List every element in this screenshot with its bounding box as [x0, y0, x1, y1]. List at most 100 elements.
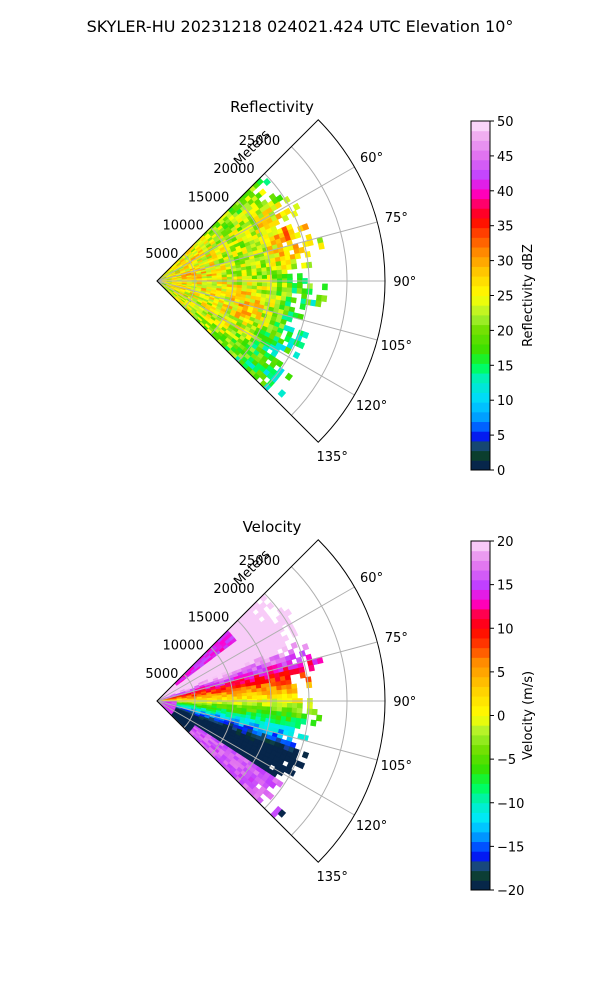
colorbar-segment [471, 295, 490, 306]
gate-cell [315, 714, 323, 722]
colorbar-segment [471, 657, 490, 668]
colorbar-segment [471, 647, 490, 658]
polar-frame [156, 119, 386, 443]
gate-cell [266, 792, 275, 801]
colorbar-segment [471, 285, 490, 296]
gate-cell [266, 601, 275, 610]
colorbar-tick-label: 20 [497, 535, 514, 550]
gate-cell [271, 702, 278, 708]
gate-cell [290, 297, 297, 304]
colorbar-segment [471, 676, 490, 687]
gate-cell [296, 712, 303, 720]
gate-cell [276, 689, 283, 696]
gate-cell [281, 702, 288, 709]
gate-cell [256, 271, 263, 277]
gate-cell [286, 282, 293, 289]
colorbar-segment [471, 550, 490, 561]
azimuth-tick-label: 135° [317, 870, 348, 885]
azimuth-tick-label: 75° [385, 211, 408, 226]
colorbar-tick-label: 50 [497, 115, 514, 130]
colorbar-segment [471, 217, 490, 229]
gate-cell [246, 695, 253, 700]
gate-cell [306, 261, 313, 269]
colorbar-segment [471, 392, 490, 403]
colorbar-segment [471, 343, 490, 355]
gate-cell [301, 293, 308, 300]
gate-cell [301, 223, 310, 231]
gate-cell [299, 303, 306, 311]
velocity-colorbar: −20 −15 −10 −5 0 5 10 15 20 Velocity (m/s) [470, 535, 536, 899]
colorbar-segment [471, 431, 490, 442]
gate-cell [221, 277, 228, 281]
gate-cell [284, 372, 294, 382]
polar-frame [156, 539, 386, 863]
colorbar-label: Reflectivity dBZ [521, 244, 536, 347]
gate-cell [276, 286, 283, 293]
colorbar-tick-label: 20 [497, 324, 514, 339]
azimuth-spoke [156, 280, 355, 396]
colorbar-segment [471, 696, 490, 707]
colorbar-segment [471, 579, 490, 590]
gate-cell [266, 702, 273, 708]
gate-cell [271, 282, 278, 288]
gate-cell [286, 693, 293, 700]
velocity-plot-title: Velocity [243, 518, 302, 536]
colorbar-segment [471, 276, 490, 287]
gate-cell [256, 282, 263, 287]
gate-cell [281, 273, 288, 280]
gate-cell [266, 270, 273, 276]
gate-cell [320, 295, 328, 303]
gate-cell [291, 693, 298, 699]
azimuth-tick-label: 90° [393, 275, 416, 290]
colorbar-segment [471, 841, 490, 852]
gate-cell [286, 287, 293, 294]
colorbar-segment [471, 541, 490, 552]
colorbar-segment [471, 159, 490, 170]
gate-cell [246, 692, 253, 697]
colorbar-tick-label: 0 [497, 464, 505, 479]
gate-cell [291, 688, 298, 695]
colorbar-tick-label: 5 [497, 666, 505, 681]
gate-cell [310, 719, 317, 727]
gate-cell [251, 695, 258, 700]
gate-cell [274, 201, 283, 210]
gate-cell [256, 275, 263, 280]
gate-cell [262, 177, 271, 186]
range-tick-label: 5000 [145, 667, 178, 682]
gate-cell [276, 694, 283, 700]
colorbar-segment [471, 793, 490, 804]
colorbar-segment [471, 628, 490, 639]
gate-cell [261, 702, 268, 708]
gate-cell [300, 718, 307, 725]
colorbar-segment [471, 169, 490, 180]
azimuth-tick-label: 105° [381, 339, 412, 354]
azimuth-spoke [156, 221, 378, 282]
gate-cell [308, 664, 315, 672]
gate-cell [291, 703, 298, 709]
colorbar-tick-label: 0 [497, 710, 505, 725]
colorbar-segment [471, 860, 490, 872]
colorbar-segment [471, 589, 490, 600]
colorbar-segment [471, 188, 490, 200]
gate-cell [272, 219, 281, 227]
gate-cell [251, 702, 258, 707]
azimuth-spoke [156, 700, 378, 761]
colorbar-tick-label: 10 [497, 394, 514, 409]
range-tick-label: 10000 [162, 219, 203, 234]
gate-cell [268, 781, 277, 789]
colorbar-segment [471, 618, 490, 629]
gate-cell [296, 703, 303, 709]
gate-cell [226, 696, 233, 701]
colorbar-segment [471, 637, 490, 649]
gate-cell [296, 273, 303, 279]
gate-cell [246, 275, 253, 280]
colorbar-tick-label: 5 [497, 429, 505, 444]
gate-cell [286, 702, 293, 709]
gate-cell [261, 271, 268, 276]
gate-cell [291, 283, 298, 289]
gate-cell [281, 634, 290, 643]
gate-cell [281, 684, 288, 691]
gate-cell [258, 188, 267, 197]
gate-cell [276, 274, 283, 280]
gate-cell [276, 282, 283, 288]
